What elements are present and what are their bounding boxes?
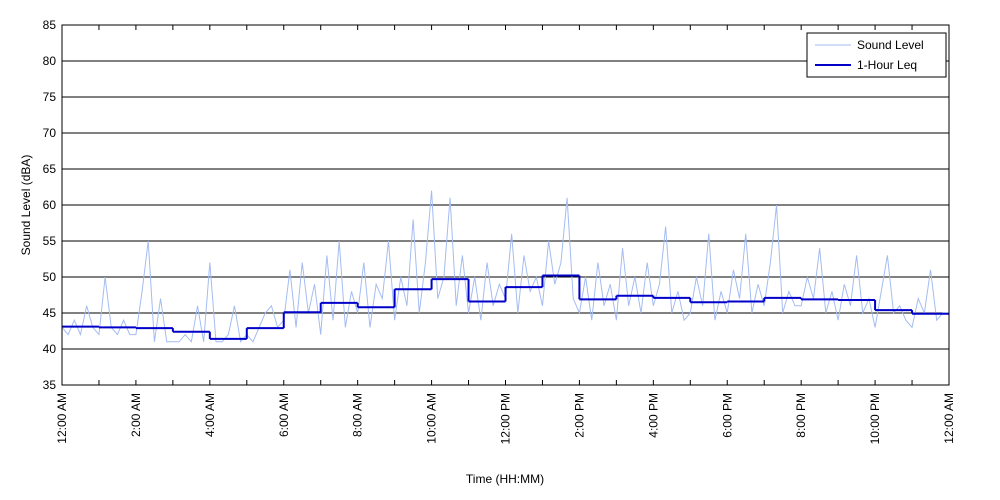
legend-label: Sound Level	[857, 38, 924, 52]
x-tick-label: 6:00 PM	[720, 393, 734, 438]
y-tick-label: 40	[43, 342, 57, 356]
plot-frame	[61, 24, 950, 386]
x-tick-label: 4:00 PM	[646, 393, 660, 438]
y-tick-label: 85	[43, 18, 57, 32]
x-tick-label: 10:00 AM	[425, 393, 439, 444]
y-tick-label: 65	[43, 162, 57, 176]
line	[61, 190, 949, 343]
y-tick-label: 45	[43, 306, 57, 320]
legend-box	[806, 32, 947, 78]
x-tick-label: 12:00 PM	[499, 393, 513, 444]
y-tick-label: 75	[43, 90, 57, 104]
x-tick-label: 6:00 AM	[277, 393, 291, 437]
y-axis-label: Sound Level (dBA)	[19, 155, 33, 256]
x-tick-label: 12:00 AM	[55, 393, 69, 444]
x-tick-label: 8:00 AM	[351, 393, 365, 437]
legend-label: 1-Hour Leq	[857, 58, 917, 72]
y-tick-label: 60	[43, 198, 57, 212]
y-tick-label: 55	[43, 234, 57, 248]
y-tick-label: 80	[43, 54, 57, 68]
y-tick-label: 35	[43, 378, 57, 392]
y-tick-label: 50	[43, 270, 57, 284]
x-axis-label: Time (HH:MM)	[466, 472, 544, 486]
x-tick-label: 2:00 AM	[129, 393, 143, 437]
y-tick-label: 70	[43, 126, 57, 140]
x-tick-label: 10:00 PM	[868, 393, 882, 444]
x-tick-label: 2:00 PM	[572, 393, 586, 438]
x-tick-label: 12:00 AM	[942, 393, 956, 444]
x-tick-label: 4:00 AM	[203, 393, 217, 437]
x-tick-label: 8:00 PM	[794, 393, 808, 438]
